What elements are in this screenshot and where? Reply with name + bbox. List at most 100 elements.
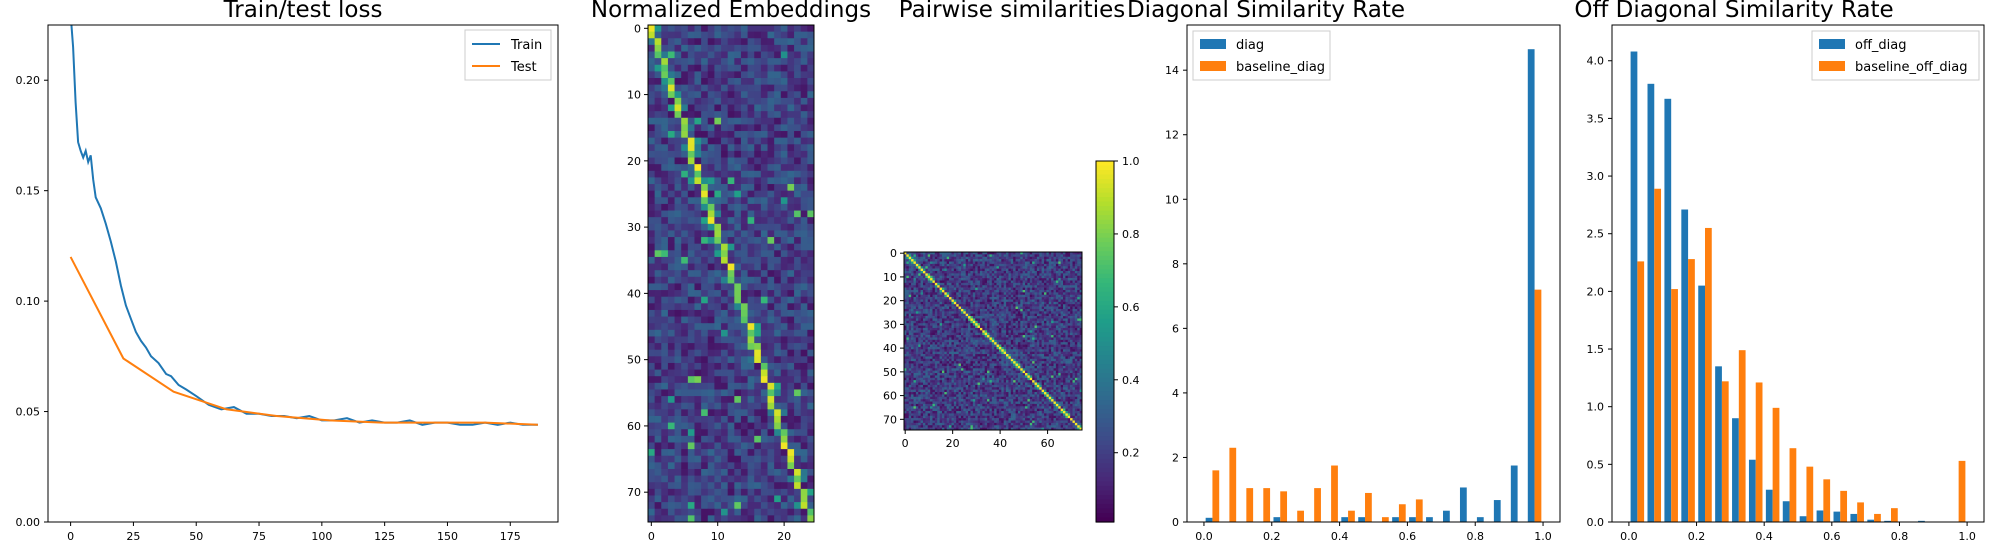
- similarity-cell: [977, 289, 981, 293]
- similarity-cell: [922, 320, 926, 324]
- similarity-cell: [944, 285, 948, 288]
- similarity-cell: [994, 261, 997, 265]
- embedding-cell: [760, 237, 768, 245]
- similarity-cell: [1048, 292, 1052, 296]
- embedding-cell: [734, 58, 742, 66]
- embedding-cell: [767, 97, 775, 105]
- similarity-cell: [965, 339, 969, 343]
- embedding-cell: [734, 217, 742, 225]
- embedding-cell: [687, 382, 695, 390]
- similarity-cell: [937, 325, 940, 329]
- similarity-cell: [991, 273, 995, 277]
- similarity-cell: [1032, 335, 1035, 338]
- similarity-cell: [1029, 337, 1033, 341]
- similarity-cell: [911, 306, 914, 310]
- embedding-cell: [760, 124, 768, 132]
- similarity-cell: [953, 256, 957, 260]
- embedding-cell: [740, 422, 748, 430]
- similarity-cell: [1008, 252, 1012, 255]
- embedding-cell: [747, 203, 755, 211]
- similarity-cell: [998, 332, 1002, 336]
- similarity-cell: [968, 344, 971, 348]
- embedding-cell: [754, 38, 762, 46]
- similarity-cell: [939, 332, 943, 336]
- similarity-cell: [941, 254, 945, 258]
- similarity-cell: [1079, 263, 1083, 267]
- similarity-cell: [1006, 275, 1009, 279]
- embedding-cell: [707, 184, 715, 192]
- embedding-cell: [714, 177, 722, 185]
- similarity-cell: [922, 313, 926, 317]
- embedding-cell: [734, 316, 742, 324]
- similarity-cell: [996, 342, 1000, 345]
- similarity-cell: [1048, 316, 1052, 319]
- similarity-cell: [953, 292, 957, 296]
- similarity-cell: [949, 335, 952, 338]
- embedding-cell: [661, 25, 669, 33]
- similarity-cell: [1070, 297, 1073, 300]
- embedding-cell: [754, 442, 762, 450]
- embedding-cell: [701, 349, 709, 357]
- similarity-cell: [984, 254, 988, 258]
- similarity-cell: [1060, 287, 1064, 291]
- embedding-cell: [721, 170, 729, 178]
- similarity-cell: [904, 335, 907, 338]
- similarity-cell: [1001, 342, 1004, 345]
- similarity-cell: [906, 256, 910, 260]
- embedding-cell: [780, 468, 788, 477]
- similarity-cell: [1017, 323, 1021, 326]
- embedding-cell: [740, 243, 748, 251]
- embedding-cell: [648, 237, 656, 245]
- similarity-cell: [968, 259, 971, 262]
- embedding-cell: [674, 263, 682, 271]
- embedding-cell: [661, 177, 669, 185]
- embedding-cell: [667, 435, 675, 443]
- similarity-cell: [1008, 342, 1012, 345]
- similarity-cell: [1063, 285, 1066, 288]
- embedding-cell: [687, 396, 695, 404]
- embedding-cell: [800, 84, 808, 92]
- similarity-cell: [908, 287, 912, 291]
- similarity-cell: [908, 294, 912, 298]
- similarity-cell: [1041, 299, 1045, 303]
- similarity-cell: [984, 280, 988, 284]
- similarity-cell: [984, 332, 988, 336]
- embedding-cell: [727, 515, 735, 523]
- similarity-cell: [937, 332, 940, 336]
- embedding-cell: [727, 488, 735, 496]
- embedding-cell: [734, 111, 742, 119]
- embedding-cell: [747, 349, 755, 357]
- embedding-cell: [787, 468, 795, 477]
- embedding-cell: [767, 223, 775, 231]
- embedding-cell: [654, 495, 662, 503]
- similarity-cell: [1032, 294, 1035, 298]
- similarity-cell: [1070, 339, 1073, 343]
- similarity-cell: [1020, 287, 1023, 291]
- similarity-cell: [1017, 299, 1021, 303]
- similarity-cell: [953, 304, 957, 307]
- similarity-cell: [1001, 294, 1004, 298]
- embedding-cell: [674, 230, 682, 238]
- similarity-cell: [951, 263, 955, 267]
- similarity-cell: [1032, 327, 1035, 331]
- embedding-cell: [767, 356, 775, 364]
- similarity-cell: [911, 252, 914, 255]
- similarity-cell: [930, 278, 933, 281]
- similarity-cell: [953, 306, 957, 310]
- embedding-cell: [694, 482, 702, 490]
- similarity-cell: [982, 304, 985, 307]
- embedding-cell: [654, 290, 662, 298]
- embedding-cell: [707, 44, 715, 52]
- similarity-cell: [1029, 273, 1033, 277]
- embedding-cell: [754, 137, 762, 145]
- embedding-cell: [774, 256, 782, 264]
- similarity-cell: [1070, 285, 1073, 288]
- similarity-cell: [1003, 335, 1007, 338]
- similarity-cell: [970, 337, 974, 341]
- similarity-cell: [1022, 252, 1026, 255]
- similarity-cell: [937, 266, 940, 269]
- similarity-cell: [1055, 320, 1059, 324]
- similarity-cell: [951, 332, 955, 336]
- embedding-cell: [787, 256, 795, 264]
- embedding-cell: [648, 230, 656, 238]
